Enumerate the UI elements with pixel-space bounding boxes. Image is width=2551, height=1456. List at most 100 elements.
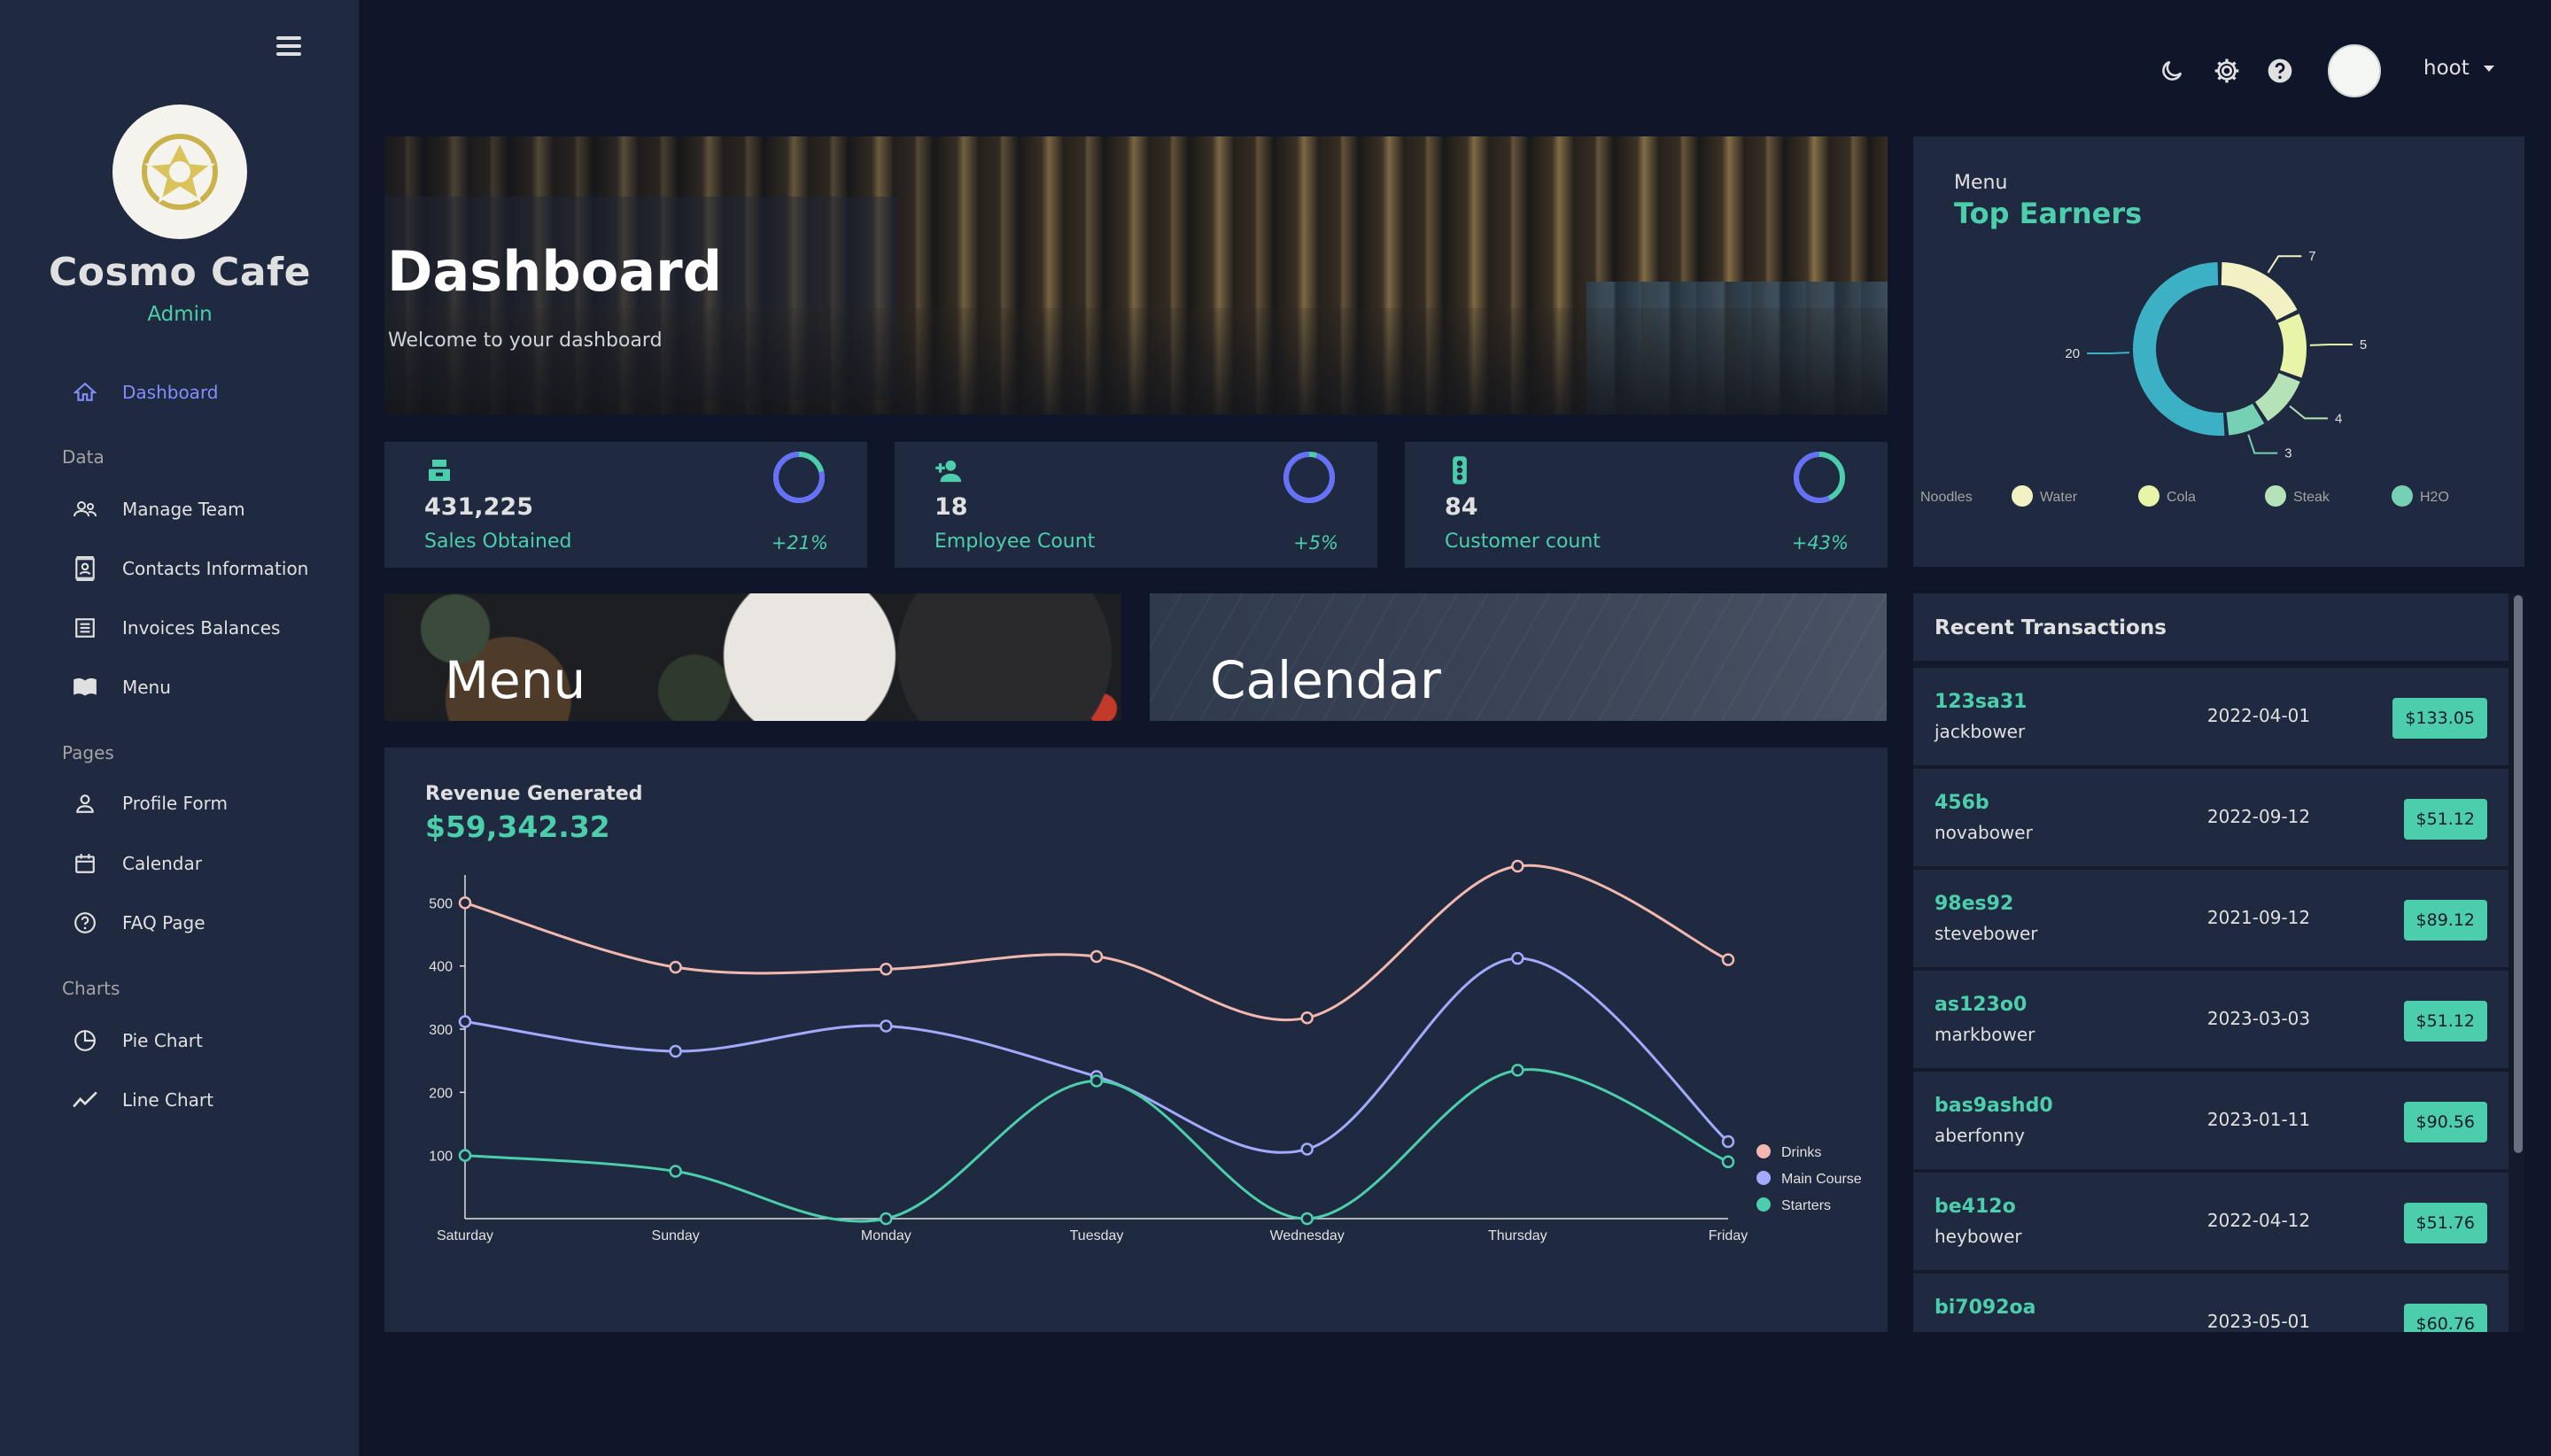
transactions-title: Recent Transactions	[1935, 616, 2167, 639]
transaction-id: bi7092oa	[1935, 1297, 2036, 1319]
person-icon	[71, 789, 99, 817]
data-point[interactable]	[669, 1044, 682, 1058]
legend-label[interactable]: H2O	[2420, 490, 2449, 505]
series-line-main-course	[464, 956, 1729, 1154]
transaction-date: 2022-04-01	[2206, 705, 2311, 726]
data-point[interactable]	[1089, 949, 1104, 964]
data-point[interactable]	[458, 1149, 472, 1162]
series-line-drinks	[464, 864, 1729, 1022]
x-tick-label: Sunday	[652, 1228, 700, 1243]
data-point[interactable]	[880, 1212, 893, 1226]
data-point[interactable]	[669, 1165, 682, 1178]
stat-value: 84	[1445, 493, 1478, 521]
legend-label[interactable]: Starters	[1781, 1198, 1831, 1213]
tile-label: Menu	[445, 650, 586, 710]
donut-slice[interactable]	[2254, 373, 2300, 422]
legend-label[interactable]: Drinks	[1781, 1145, 1821, 1160]
x-tick-label: Friday	[1709, 1228, 1748, 1243]
calendar-tile[interactable]: Calendar	[1150, 593, 1887, 721]
data-point[interactable]	[880, 963, 893, 976]
transaction-row[interactable]: bi7092oa 2023-05-01 $60.76	[1913, 1274, 2508, 1332]
nav-item-calendar[interactable]: Calendar	[71, 843, 337, 884]
traffic-icon	[1444, 454, 1476, 486]
data-point[interactable]	[458, 1015, 472, 1028]
transaction-row[interactable]: bas9ashd0 aberfonny 2023-01-11 $90.56	[1913, 1072, 2508, 1169]
legend-label[interactable]: Main Course	[1781, 1172, 1862, 1187]
donut-slice[interactable]	[2277, 314, 2307, 378]
data-point[interactable]	[1511, 951, 1524, 965]
slice-leader-line	[2289, 405, 2329, 420]
gear-icon[interactable]	[2211, 55, 2243, 87]
nav-item-contacts[interactable]: Contacts Information	[71, 548, 337, 589]
nav-label: Contacts Information	[122, 558, 309, 579]
nav-item-pie-chart[interactable]: Pie Chart	[71, 1020, 337, 1061]
ring-arc	[773, 452, 825, 503]
legend-label[interactable]: Water	[2040, 490, 2078, 505]
nav-item-invoices[interactable]: Invoices Balances	[71, 608, 337, 648]
data-point[interactable]	[1721, 953, 1735, 966]
legend-swatch	[2138, 485, 2159, 507]
scrollbar-thumb[interactable]	[2514, 595, 2523, 1153]
slice-value-label: 3	[2284, 446, 2291, 461]
donut-slice[interactable]	[2221, 262, 2298, 321]
transaction-id: bas9ashd0	[1935, 1095, 2053, 1117]
data-point[interactable]	[1511, 1064, 1524, 1077]
nav-label: Calendar	[122, 853, 202, 874]
earners-caption: Menu	[1954, 172, 2008, 194]
transaction-row[interactable]: 456b novabower 2022-09-12 $51.12	[1913, 769, 2508, 866]
revenue-line-chart: 100 200 300 400 500 Saturday Sunday Monday Tuesd…	[429, 859, 1862, 1243]
nav-item-faq[interactable]: FAQ Page	[71, 902, 337, 943]
nav-item-dashboard[interactable]: Dashboard	[71, 372, 337, 413]
help-icon[interactable]	[2264, 55, 2296, 87]
legend-label[interactable]: Noodles	[1920, 490, 1973, 505]
slice-value-label: 5	[2360, 337, 2367, 352]
data-point[interactable]	[1721, 1155, 1735, 1169]
data-point[interactable]	[1300, 1011, 1314, 1025]
stat-value: 431,225	[424, 493, 533, 521]
data-point[interactable]	[458, 896, 472, 910]
section-label-pages: Pages	[62, 742, 114, 763]
y-tick-label: 500	[429, 896, 453, 911]
data-point[interactable]	[669, 960, 682, 974]
data-point[interactable]	[880, 1019, 893, 1033]
revenue-panel: Revenue Generated $59,342.32 100 200 300 40…	[384, 747, 1888, 1332]
data-point[interactable]	[1511, 859, 1524, 873]
legend-swatch	[2265, 485, 2286, 507]
legend-label[interactable]: Cola	[2167, 490, 2196, 505]
avatar[interactable]	[2328, 44, 2381, 97]
progress-ring	[773, 452, 825, 503]
y-tick-label: 400	[429, 960, 453, 975]
transaction-user: aberfonny	[1935, 1125, 2025, 1146]
nav-item-profile-form[interactable]: Profile Form	[71, 783, 337, 824]
data-point[interactable]	[1300, 1142, 1314, 1156]
data-point[interactable]	[1089, 1074, 1104, 1088]
transaction-date: 2022-09-12	[2206, 806, 2311, 827]
transaction-user: stevebower	[1935, 923, 2038, 944]
moon-icon[interactable]	[2156, 55, 2188, 87]
section-label-data: Data	[62, 446, 105, 468]
brand-name: Cosmo Cafe	[48, 250, 312, 295]
donut-slice[interactable]	[2226, 403, 2265, 436]
transactions-scrollbar[interactable]	[2512, 593, 2524, 1332]
donut-slice[interactable]	[2132, 262, 2225, 437]
nav-item-menu[interactable]: Menu	[71, 667, 337, 708]
legend-label[interactable]: Steak	[2293, 490, 2330, 505]
nav-label: Dashboard	[122, 382, 219, 403]
nav-item-manage-team[interactable]: Manage Team	[71, 489, 337, 530]
transaction-row[interactable]: be412o heybower 2022-04-12 $51.76	[1913, 1173, 2508, 1270]
data-point[interactable]	[1300, 1212, 1314, 1226]
transaction-row[interactable]: 123sa31 jackbower 2022-04-01 $133.05	[1913, 668, 2508, 765]
data-point[interactable]	[1721, 1135, 1735, 1149]
nav-label: Invoices Balances	[122, 617, 281, 639]
nav-label: Line Chart	[122, 1089, 213, 1111]
nav-label: Manage Team	[122, 499, 245, 520]
nav-item-line-chart[interactable]: Line Chart	[71, 1080, 337, 1120]
transaction-amount-badge: $51.12	[2403, 799, 2487, 840]
transaction-date: 2021-09-12	[2206, 907, 2311, 928]
user-menu[interactable]: hoot	[2423, 57, 2494, 80]
transaction-row[interactable]: 98es92 stevebower 2021-09-12 $89.12	[1913, 870, 2508, 967]
menu-tile[interactable]: Menu	[384, 593, 1121, 721]
menu-toggle-icon[interactable]	[275, 34, 303, 58]
progress-ring	[1283, 452, 1335, 503]
transaction-row[interactable]: as123o0 markbower 2023-03-03 $51.12	[1913, 971, 2508, 1068]
